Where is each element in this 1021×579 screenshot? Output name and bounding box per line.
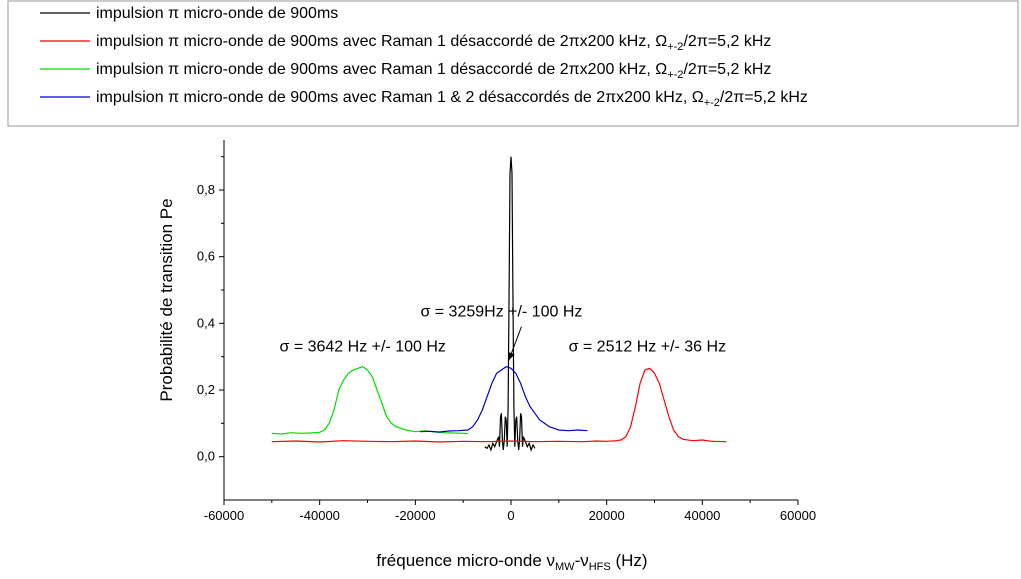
y-tick-label: 0,2	[197, 382, 215, 397]
series-line-1	[271, 367, 727, 443]
legend-entry-0: impulsion π micro-onde de 900ms	[96, 5, 338, 22]
legend: impulsion π micro-onde de 900msimpulsion…	[40, 5, 808, 109]
y-tick-label: 0,6	[197, 249, 215, 264]
x-tick-label: 40000	[684, 508, 720, 523]
y-ticks: 0,0 0,2 0,4 0,6 0,8	[197, 156, 224, 464]
legend-entry-text: micro-onde de 900ms avec Raman 1 désacco…	[179, 33, 655, 50]
x-tick-label: -20000	[395, 508, 435, 523]
legend-entry-prefix: impulsion	[96, 5, 168, 22]
x-axis-title-sub1: MW	[555, 561, 575, 573]
legend-box	[7, 0, 1019, 127]
x-tick-label: 60000	[780, 508, 816, 523]
y-tick-label: 0,0	[197, 449, 215, 464]
legend-entry-omega-sub: +-2	[667, 69, 683, 81]
legend-entry-tail: /2π=5,2 kHz	[683, 61, 771, 78]
x-tick-label: -60000	[204, 508, 244, 523]
x-axis-title-sub2: HFS	[589, 561, 611, 573]
annotation-1: σ = 3259Hz +/- 100 Hz	[420, 304, 582, 321]
legend-entry-omega-sub: +-2	[704, 97, 720, 109]
x-axis-title-dash: -	[575, 551, 581, 570]
legend-entry-omega: Ω	[692, 89, 704, 106]
annotation-2: σ = 2512 Hz +/- 36 Hz	[569, 339, 727, 356]
series-line-2	[271, 366, 468, 435]
x-axis-title-nu2: ν	[580, 551, 589, 570]
annotation-arrow-head	[508, 351, 515, 361]
legend-entry-pi: π	[168, 5, 179, 22]
legend-entry-text: micro-onde de 900ms avec Raman 1 désacco…	[179, 61, 655, 78]
legend-entry-prefix: impulsion	[96, 89, 168, 106]
legend-entry-omega-sub: +-2	[667, 41, 683, 53]
legend-entry-prefix: impulsion	[96, 61, 168, 78]
legend-entry-prefix: impulsion	[96, 33, 168, 50]
x-tick-label: 20000	[589, 508, 625, 523]
legend-entry-1: impulsion π micro-onde de 900ms avec Ram…	[96, 33, 771, 53]
y-tick-label: 0,4	[197, 315, 215, 330]
x-axis-title-main: fréquence micro-onde	[376, 551, 546, 570]
legend-entry-omega: Ω	[655, 61, 667, 78]
legend-entry-omega: Ω	[655, 33, 667, 50]
legend-entry-2: impulsion π micro-onde de 900ms avec Ram…	[96, 61, 771, 81]
x-axis-title-unit: (Hz)	[611, 551, 648, 570]
legend-entry-pi: π	[168, 33, 179, 50]
legend-entry-text: micro-onde de 900ms	[179, 5, 338, 22]
legend-entry-pi: π	[168, 89, 179, 106]
annotations: σ = 3642 Hz +/- 100 Hz σ = 3259Hz +/- 100…	[280, 304, 727, 361]
x-tick-label: -40000	[299, 508, 339, 523]
y-axis-title: Probabilité de transition Pe	[157, 198, 176, 401]
x-ticks: -60000 -40000 -20000 0 20000 40000 60000	[204, 500, 816, 523]
y-tick-label: 0,8	[197, 182, 215, 197]
series-line-3	[420, 366, 588, 433]
legend-entry-3: impulsion π micro-onde de 900ms avec Ram…	[96, 89, 808, 109]
legend-entry-tail: /2π=5,2 kHz	[720, 89, 808, 106]
series-layer	[271, 156, 727, 452]
x-axis-title-nu1: ν	[547, 551, 556, 570]
annotation-0: σ = 3642 Hz +/- 100 Hz	[280, 339, 446, 356]
x-tick-label: 0	[507, 508, 514, 523]
legend-entry-text: micro-onde de 900ms avec Raman 1 & 2 dés…	[179, 89, 692, 106]
legend-entry-pi: π	[168, 61, 179, 78]
x-axis-title: fréquence micro-onde νMW-νHFS (Hz)	[376, 551, 647, 573]
legend-entry-tail: /2π=5,2 kHz	[683, 33, 771, 50]
